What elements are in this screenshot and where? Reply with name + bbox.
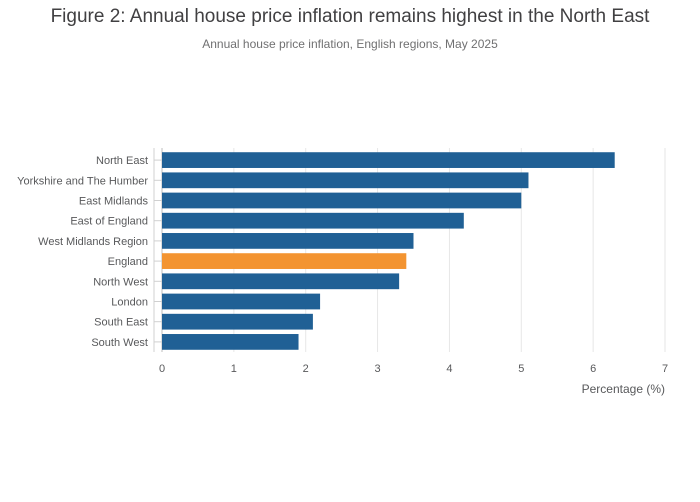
x-axis-title: Percentage (%) bbox=[582, 382, 665, 396]
bar bbox=[162, 273, 400, 290]
category-label: West Midlands Region bbox=[38, 236, 148, 248]
bars bbox=[162, 152, 615, 350]
bar bbox=[162, 172, 529, 189]
chart-title: Figure 2: Annual house price inflation r… bbox=[50, 6, 650, 27]
bar bbox=[162, 212, 464, 229]
x-tick-labels: 0 1 2 3 4 5 6 7 bbox=[159, 363, 668, 375]
x-tick-label: 3 bbox=[375, 363, 381, 375]
category-label: South East bbox=[94, 317, 148, 329]
bar bbox=[162, 152, 615, 168]
x-tick-label: 2 bbox=[303, 363, 309, 375]
category-labels: North East Yorkshire and The Humber East M… bbox=[17, 155, 148, 349]
x-tick-label: 6 bbox=[590, 363, 596, 375]
bar bbox=[162, 253, 407, 269]
x-tick-label: 5 bbox=[518, 363, 524, 375]
category-label: Yorkshire and The Humber bbox=[17, 175, 148, 187]
bar bbox=[162, 192, 522, 209]
chart-subtitle: Annual house price inflation, English re… bbox=[202, 37, 498, 51]
category-label: London bbox=[111, 297, 148, 309]
bar bbox=[162, 233, 414, 249]
x-tick-label: 0 bbox=[159, 363, 165, 375]
category-label: North West bbox=[93, 276, 148, 288]
category-label: East of England bbox=[70, 216, 148, 228]
x-tick-label: 7 bbox=[662, 363, 668, 375]
bar bbox=[162, 334, 299, 350]
category-label: South West bbox=[91, 337, 148, 349]
bar bbox=[162, 313, 313, 330]
category-label: North East bbox=[96, 155, 148, 167]
x-tick-label: 4 bbox=[446, 363, 452, 375]
category-label: East Midlands bbox=[79, 196, 149, 208]
bar bbox=[162, 293, 321, 310]
x-tick-label: 1 bbox=[231, 363, 237, 375]
category-label: England bbox=[108, 256, 148, 268]
